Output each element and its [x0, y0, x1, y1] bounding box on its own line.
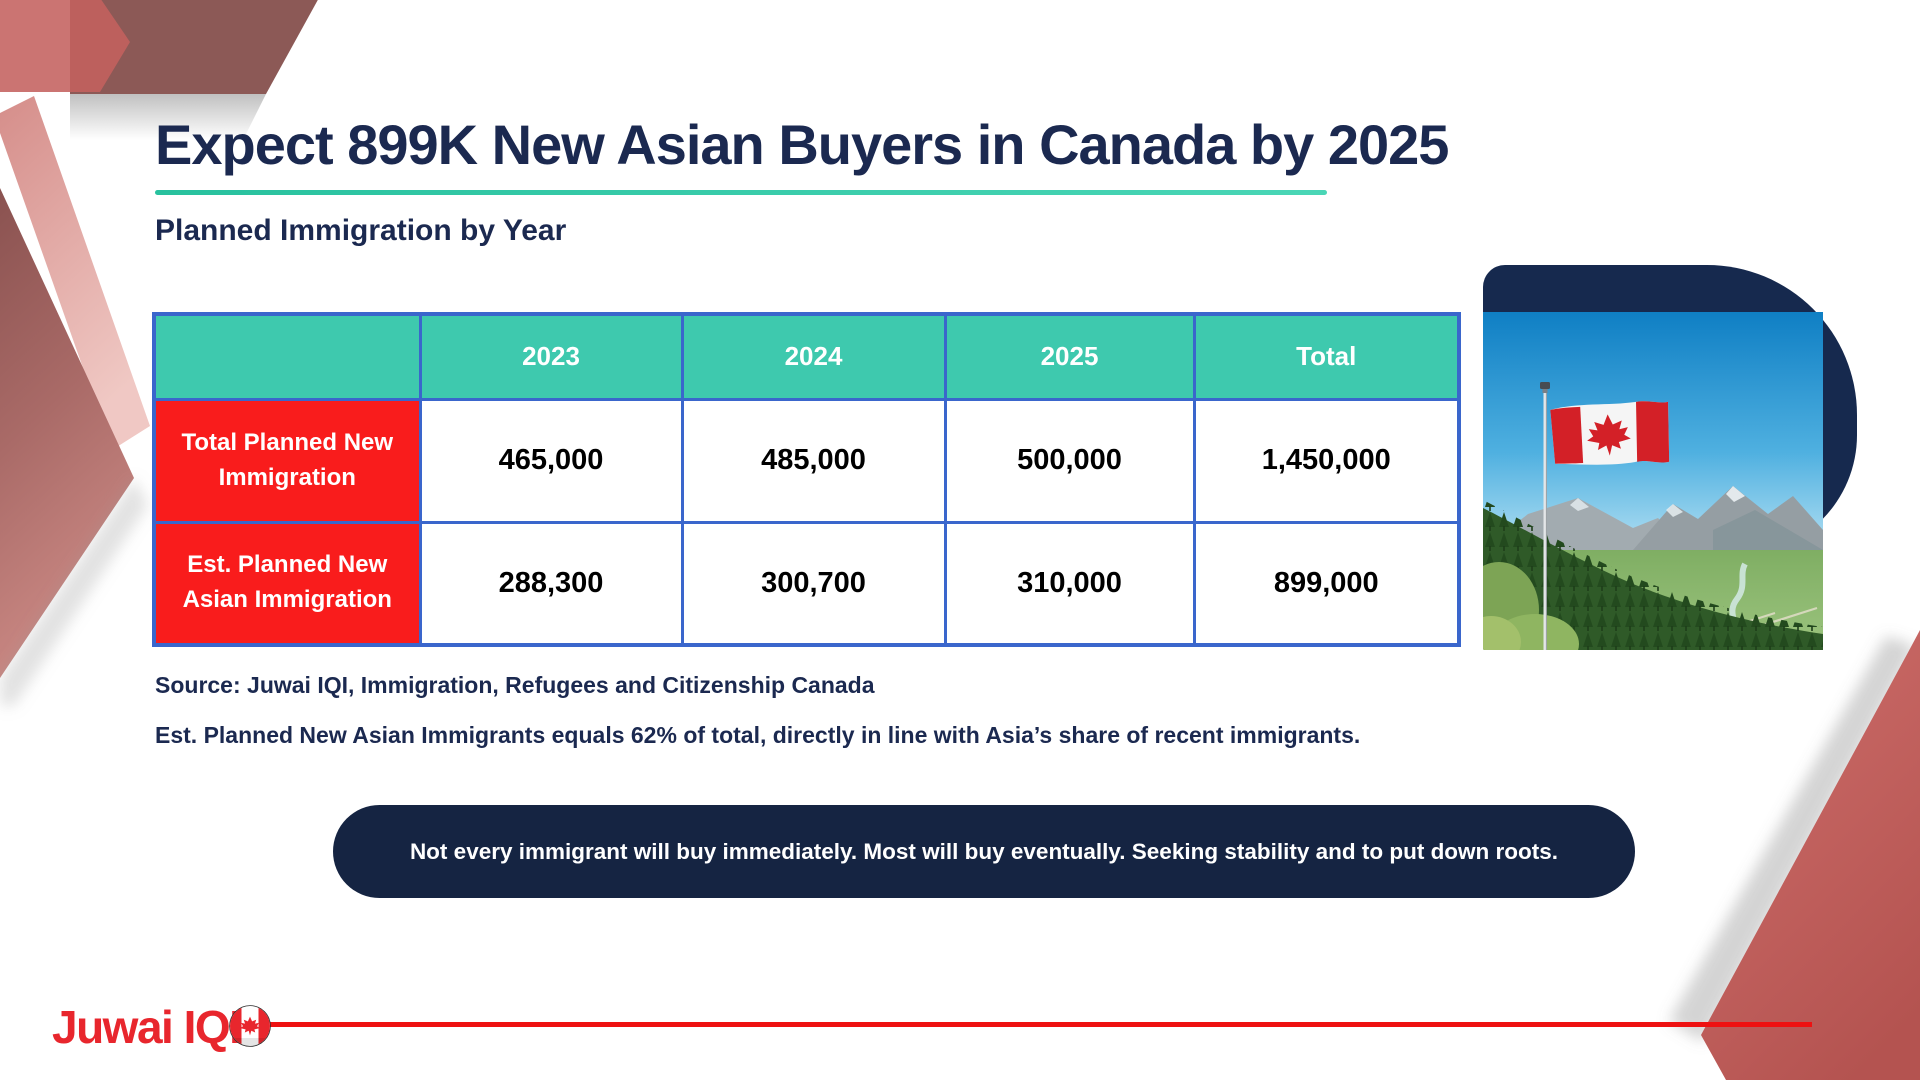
row-label-total-planned: Total Planned New Immigration: [152, 397, 422, 524]
callout-text: Not every immigrant will buy immediately…: [409, 838, 1559, 864]
note-line: Est. Planned New Asian Immigrants equals…: [155, 722, 1361, 748]
immigration-table: 2023 2024 2025 Total Total Planned New I…: [152, 312, 1461, 647]
photo-flagpole: [1543, 392, 1547, 650]
table-row-asian-planned: Est. Planned New Asian Immigration 288,3…: [152, 520, 1461, 647]
page-subtitle: Planned Immigration by Year: [155, 214, 567, 247]
source-line: Source: Juwai IQI, Immigration, Refugees…: [155, 672, 875, 698]
cell-total-2023: 465,000: [418, 397, 684, 524]
table-row-total-planned: Total Planned New Immigration 465,000 48…: [152, 397, 1461, 524]
page-title: Expect 899K New Asian Buyers in Canada b…: [155, 113, 1449, 176]
photo-canada-flag: [1550, 401, 1670, 465]
canada-flag-icon: [228, 1004, 272, 1048]
brand-divider-line: [270, 1022, 1812, 1027]
col-header-2024: 2024: [680, 312, 947, 401]
col-header-2023: 2023: [418, 312, 684, 401]
cell-total-sum: 1,450,000: [1192, 397, 1461, 524]
cell-asian-2023: 288,300: [418, 520, 684, 647]
table-header-row: 2023 2024 2025 Total: [152, 312, 1461, 401]
title-underline: [155, 190, 1327, 195]
topleft-hexagon: [0, 0, 130, 92]
left-chevron-outer-strip: [0, 96, 150, 450]
cell-asian-2024: 300,700: [680, 520, 947, 647]
cell-total-2024: 485,000: [680, 397, 947, 524]
left-chevron-main: [0, 188, 134, 678]
left-chevron-fade: [0, 478, 148, 706]
col-header-2025: 2025: [943, 312, 1196, 401]
bottomright-shape: [1701, 630, 1920, 1080]
bottomright-shape-shadow: [1669, 636, 1916, 1042]
callout-pill: Not every immigrant will buy immediately…: [333, 805, 1635, 898]
row-label-asian-planned: Est. Planned New Asian Immigration: [152, 520, 422, 647]
cell-total-2025: 500,000: [943, 397, 1196, 524]
col-header-total: Total: [1192, 312, 1461, 401]
table-corner-cell: [152, 312, 422, 401]
topleft-band: [70, 0, 318, 94]
cell-asian-sum: 899,000: [1192, 520, 1461, 647]
canada-flag-mountains-photo: [1483, 312, 1823, 650]
brand-logo-text: Juwai IQI: [52, 1001, 242, 1053]
cell-asian-2025: 310,000: [943, 520, 1196, 647]
